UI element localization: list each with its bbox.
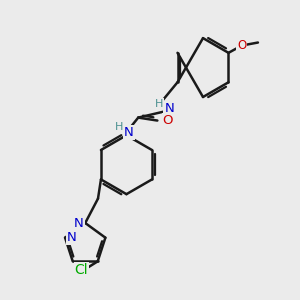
Text: O: O: [237, 39, 246, 52]
Text: Cl: Cl: [75, 263, 88, 277]
Text: N: N: [164, 102, 174, 115]
Text: O: O: [163, 114, 173, 127]
Text: H: H: [154, 99, 163, 110]
Text: N: N: [67, 231, 76, 244]
Text: N: N: [74, 217, 84, 230]
Text: N: N: [124, 126, 134, 139]
Text: H: H: [115, 122, 123, 132]
